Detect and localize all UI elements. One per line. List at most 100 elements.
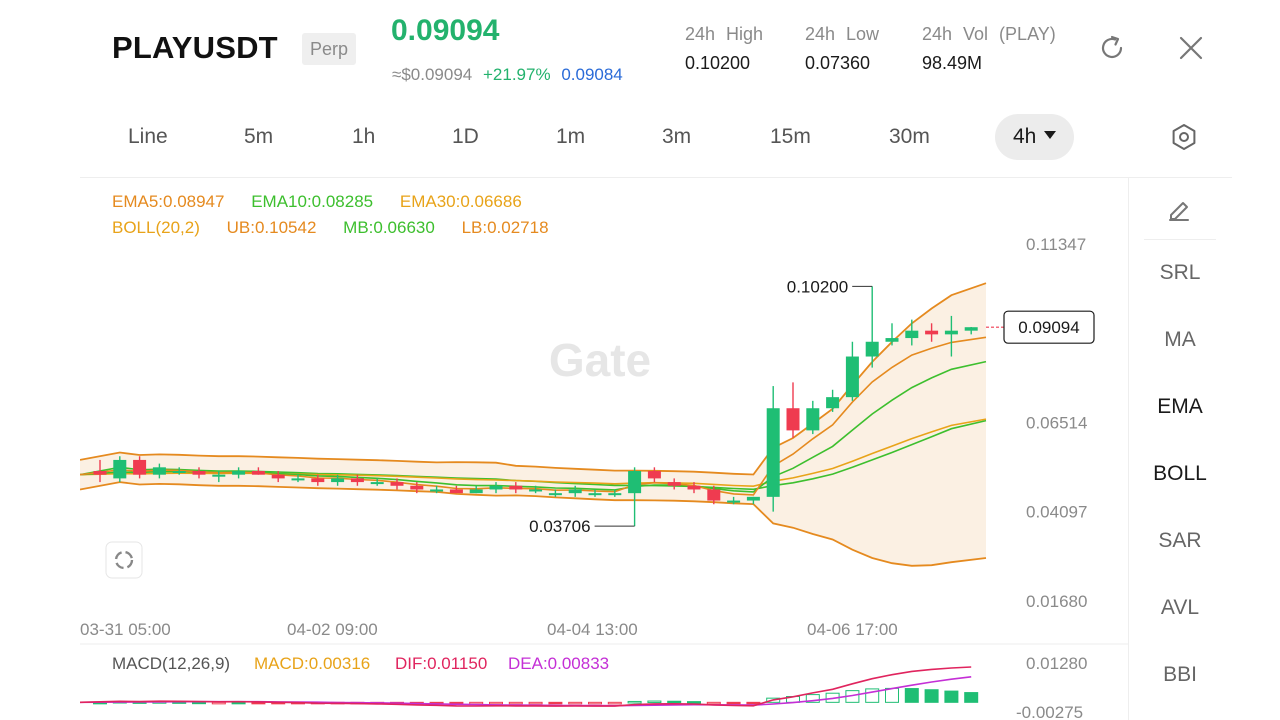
- boll-mb-value: MB:0.06630: [343, 218, 435, 237]
- settings-icon[interactable]: [1170, 123, 1198, 151]
- candle-body: [687, 485, 701, 490]
- mark-price: 0.09084: [561, 65, 623, 84]
- candle-body: [489, 485, 503, 490]
- candle-body: [727, 500, 741, 503]
- candle-body: [133, 459, 147, 475]
- candle-body: [271, 474, 285, 479]
- tab-4h[interactable]: 4h: [995, 114, 1075, 160]
- stat-label: 24h High: [685, 24, 764, 44]
- candle-body: [192, 471, 206, 475]
- sub-prices: ≈$0.09094 +21.97% 0.09084: [392, 65, 623, 85]
- candle-body: [944, 330, 958, 335]
- tab-30m[interactable]: 30m: [889, 125, 930, 148]
- macd-histogram-bar: [548, 701, 563, 705]
- tool-sar[interactable]: SAR: [1158, 529, 1202, 552]
- macd-histogram-bar: [528, 701, 543, 705]
- candle-body: [588, 493, 602, 496]
- macd-histogram-bar: [964, 692, 979, 703]
- candle-body: [628, 471, 642, 494]
- tool-ema[interactable]: EMA: [1157, 395, 1203, 418]
- tool-divider: [1144, 239, 1216, 240]
- tab-3m[interactable]: 3m: [662, 125, 692, 148]
- macd-histogram-bar: [647, 700, 662, 704]
- tab-4h-label: 4h: [1013, 125, 1037, 148]
- indicator-panel: [1128, 177, 1232, 720]
- candle-body: [469, 489, 483, 494]
- candle-body: [509, 485, 523, 490]
- candle-body: [608, 493, 622, 496]
- candle-body: [350, 478, 364, 483]
- candle-body: [449, 489, 463, 494]
- macd-histogram-bar: [885, 687, 899, 703]
- perp-badge: Perp: [302, 33, 357, 65]
- macd-legend-item: DIF:0.01150: [395, 654, 487, 673]
- tool-boll[interactable]: BOLL: [1153, 462, 1207, 485]
- macd-legend-item: MACD(12,26,9): [112, 654, 230, 673]
- stat-value: 0.10200: [685, 53, 751, 73]
- candle-body: [806, 408, 820, 431]
- y-axis-tick: 0.06514: [1026, 413, 1087, 432]
- candle-body: [212, 474, 226, 477]
- tool-bbi[interactable]: BBI: [1163, 663, 1197, 686]
- candle-body: [667, 482, 681, 486]
- kline-chart-canvas[interactable]: Gate 0.11347 0.06514 0.04097 0.01680 0.10200 0…: [80, 178, 1128, 720]
- stat-24h-high: 24h High 0.10200: [685, 24, 763, 74]
- candle-body: [845, 356, 859, 398]
- tool-srl[interactable]: SRL: [1159, 261, 1201, 284]
- ema-legend: EMA5:0.08947 EMA10:0.08285 EMA30:0.06686: [112, 192, 544, 212]
- macd-histogram-bar: [687, 701, 701, 704]
- candle-body: [905, 330, 919, 339]
- stat-value: 98.49M: [922, 53, 983, 73]
- boll-lb-value: LB:0.02718: [461, 218, 549, 237]
- stat-value: 0.07360: [805, 53, 871, 73]
- candle-body: [430, 489, 444, 492]
- pencil-icon[interactable]: [1166, 196, 1192, 222]
- macd-histogram-bar: [588, 701, 602, 705]
- refresh-icon[interactable]: [1097, 33, 1127, 63]
- tab-line[interactable]: Line: [128, 125, 168, 148]
- close-icon[interactable]: [1176, 33, 1206, 63]
- candle-body: [311, 478, 325, 483]
- macd-histogram-bar: [924, 689, 939, 703]
- ema30-value: EMA30:0.06686: [399, 192, 522, 211]
- macd-legend-item: DEA:0.00833: [508, 654, 609, 673]
- macd-histogram-bar: [944, 690, 959, 703]
- macd-histogram-bar: [627, 700, 642, 704]
- x-axis-tick: 03-31 05:00: [80, 620, 171, 639]
- tab-5m[interactable]: 5m: [244, 125, 274, 148]
- tab-15m[interactable]: 15m: [770, 125, 811, 148]
- candle-body: [766, 408, 780, 497]
- ema10-value: EMA10:0.08285: [251, 192, 374, 211]
- candle-body: [746, 496, 760, 501]
- tab-1m[interactable]: 1m: [556, 125, 586, 148]
- macd-histogram-bar: [489, 701, 503, 705]
- candle-body: [251, 471, 265, 475]
- boll-legend: BOLL(20,2) UB:0.10542 MB:0.06630 LB:0.02…: [112, 218, 571, 238]
- kline-chart[interactable]: Gate 0.11347 0.06514 0.04097 0.01680 0.10200 0…: [80, 177, 1128, 720]
- macd-axis-tick: 0.01280: [1026, 654, 1087, 673]
- candle-body: [865, 341, 879, 357]
- candle-body: [291, 478, 305, 481]
- stat-label: 24h Low: [805, 24, 880, 44]
- macd-histogram-bar: [667, 700, 682, 704]
- tab-1h[interactable]: 1h: [352, 125, 376, 148]
- candle-body: [232, 471, 246, 475]
- interval-tabs: Line 5m 1h 1D 1m 3m 15m 30m 4h: [0, 110, 1280, 166]
- reset-view-icon: [114, 550, 134, 570]
- tool-avl[interactable]: AVL: [1160, 596, 1200, 619]
- boll-lower-line: [80, 481, 987, 567]
- tool-ma[interactable]: MA: [1164, 328, 1196, 351]
- macd-histogram-bar: [706, 701, 721, 705]
- tab-1d[interactable]: 1D: [452, 125, 479, 148]
- macd-histogram-bar: [469, 701, 484, 705]
- boll-upper-line: [80, 282, 987, 476]
- boll-params: BOLL(20,2): [112, 218, 200, 237]
- candle-body: [152, 467, 166, 475]
- stat-24h-low: 24h Low 0.07360: [805, 24, 879, 74]
- current-price-box: [1003, 310, 1095, 344]
- x-axis-tick: 04-02 09:00: [287, 620, 378, 639]
- caret-down-icon: [1044, 131, 1057, 140]
- stat-label: 24h Vol (PLAY): [922, 24, 1056, 44]
- x-axis-tick: 04-04 13:00: [547, 620, 638, 639]
- macd-legend-item: MACD:0.00316: [254, 654, 370, 673]
